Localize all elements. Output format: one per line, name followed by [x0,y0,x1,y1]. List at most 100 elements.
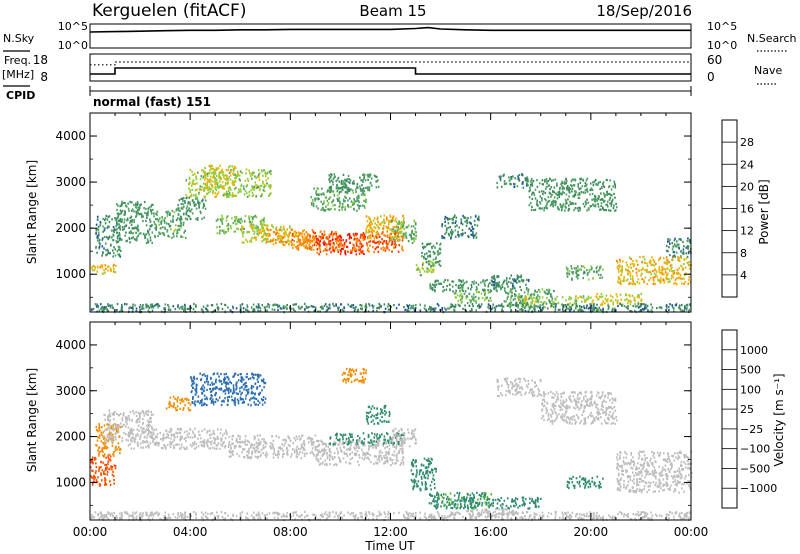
scatter-cell [362,244,364,247]
scatter-cell [93,457,96,460]
scatter-cell [570,296,572,300]
scatter-cell [227,181,229,184]
scatter-cell [339,235,342,238]
scatter-cell [203,182,205,185]
scatter-cell [150,303,152,306]
scatter-cell [280,241,283,244]
scatter-cell [133,439,136,442]
scatter-cell [472,236,475,239]
scatter-cell [567,303,569,306]
scatter-cell [217,442,220,445]
scatter-cell [596,270,598,273]
scatter-cell [542,301,545,304]
scatter-cell [222,194,225,197]
scatter-cell [362,238,365,241]
scatter-cell [252,216,255,219]
scatter-cell [653,264,655,267]
scatter-cell [580,265,583,268]
scatter-cell [672,273,675,276]
scatter-cell [340,182,343,185]
scatter-cell [582,191,585,194]
scatter-cell [665,256,668,259]
scatter-cell [428,263,430,266]
scatter-cell [599,208,601,211]
scatter-cell [646,262,648,265]
scatter-cell [168,430,171,433]
scatter-cell [108,425,110,428]
scatter-cell [394,245,397,249]
scatter-cell [367,247,369,250]
scatter-cell [147,214,149,217]
scatter-cell [564,202,567,205]
scatter-cell [256,184,259,187]
scatter-cell [371,240,374,243]
scatter-cell [629,295,631,298]
scatter-cell [362,178,364,181]
scatter-cell [225,190,228,193]
scatter-cell [605,299,608,302]
scatter-cell [299,232,301,235]
scatter-cell [319,193,321,196]
scatter-cell [225,216,228,220]
scatter-cell [601,186,603,189]
scatter-cell [646,304,649,307]
scatter-cell [147,309,150,312]
scatter-cell [600,303,602,306]
scatter-cell [106,253,108,256]
scatter-cell [561,303,563,306]
scatter-cell [151,203,153,206]
scatter-cell [361,250,363,253]
scatter-cell [577,185,580,188]
scatter-cell [631,294,634,297]
scatter-cell [566,180,568,183]
scatter-cell [148,306,150,310]
scatter-cell [95,425,98,428]
scatter-cell [166,222,168,225]
scatter-cell [142,427,145,430]
scatter-cell [539,304,542,307]
scatter-cell [439,247,441,250]
scatter-cell [644,269,646,272]
scatter-cell [263,189,266,193]
scatter-cell [566,271,569,274]
scatter-cell [353,238,355,241]
scatter-cell [135,411,137,414]
scatter-cell [147,423,149,426]
scatter-cell [251,236,253,239]
scatter-cell [112,229,115,232]
scatter-cell [368,217,371,220]
scatter-cell [663,257,665,260]
scatter-cell [515,303,517,306]
scatter-cell [656,307,658,310]
scatter-cell [103,269,105,272]
scatter-cell [192,180,194,183]
scatter-cell [119,213,121,216]
scatter-cell [331,190,334,193]
scatter-cell [585,201,588,204]
scatter-cell [613,192,615,195]
scatter-cell [666,249,668,252]
scatter-cell [617,280,619,283]
scatter-cell [131,227,134,230]
scatter-cell [313,237,316,240]
scatter-cell [101,479,103,482]
scatter-cell [646,283,649,286]
scatter-cell [640,309,643,312]
scatter-cell [282,236,285,239]
scatter-cell [568,296,571,299]
scatter-cell [578,268,580,271]
scatter-cell [564,205,566,208]
scatter-cell [230,309,232,312]
scatter-cell [98,238,101,241]
scatter-cell [199,202,201,205]
scatter-cell [232,305,234,308]
scatter-cell [546,181,548,184]
scatter-cell [152,203,154,206]
scatter-cell [196,182,198,185]
scatter-cell [221,222,224,225]
scatter-cell [674,281,677,285]
scatter-cell [364,235,367,239]
scatter-cell [101,264,104,267]
scatter-cell [536,298,539,301]
scatter-cell [209,447,212,450]
